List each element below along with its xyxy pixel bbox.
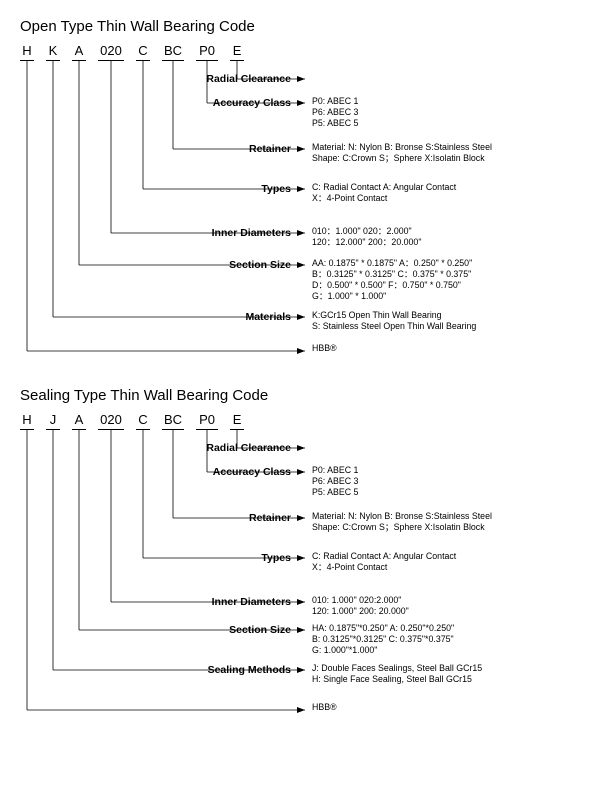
field-label: Sealing Methods	[208, 664, 291, 676]
field-desc: HBB®	[312, 702, 572, 713]
code-seg: C	[136, 412, 150, 430]
field-desc: K:GCr15 Open Thin Wall Bearing S: Stainl…	[312, 310, 572, 332]
field-label: Retainer	[249, 512, 291, 524]
field-label: Types	[261, 183, 291, 195]
field-desc: 010：1.000" 020：2.000" 120：12.000" 200：20…	[312, 226, 572, 248]
field-desc: Material: N: Nylon B: Bronse S:Stainless…	[312, 142, 572, 164]
code-seg: BC	[162, 43, 184, 61]
field-desc: Material: N: Nylon B: Bronse S:Stainless…	[312, 511, 572, 533]
sealing-code-row: HJA 020 C BC P0 E	[20, 412, 580, 430]
code-seg: BC	[162, 412, 184, 430]
code-seg: P0	[196, 43, 218, 61]
field-label: Materials	[245, 311, 291, 323]
field-label: Retainer	[249, 143, 291, 155]
field-label: Accuracy Class	[213, 97, 291, 109]
field-desc: P0: ABEC 1 P6: ABEC 3 P5: ABEC 5	[312, 96, 572, 129]
code-seg: H	[20, 43, 34, 61]
field-label: Inner Diameters	[212, 596, 291, 608]
code-seg: E	[230, 412, 244, 430]
code-seg: K	[46, 43, 60, 61]
code-seg: C	[136, 43, 150, 61]
field-label: Section Size	[229, 624, 291, 636]
field-label: Radial Clearance	[206, 73, 291, 85]
code-seg: 020	[98, 412, 124, 430]
code-seg: E	[230, 43, 244, 61]
field-desc: HBB®	[312, 343, 572, 354]
field-desc: P0: ABEC 1 P6: ABEC 3 P5: ABEC 5	[312, 465, 572, 498]
field-label: Inner Diameters	[212, 227, 291, 239]
code-seg: 020	[98, 43, 124, 61]
code-seg: H	[20, 412, 34, 430]
field-desc: C: Radial Contact A: Angular Contact X：4…	[312, 182, 572, 204]
field-label: Radial Clearance	[206, 442, 291, 454]
sealing-diagram: Sealing Type Thin Wall Bearing Code HJA0…	[20, 387, 580, 720]
open-title: Open Type Thin Wall Bearing Code	[20, 18, 580, 35]
field-desc: C: Radial Contact A: Angular Contact X：4…	[312, 551, 572, 573]
code-seg: A	[72, 412, 86, 430]
field-label: Types	[261, 552, 291, 564]
field-label: Accuracy Class	[213, 466, 291, 478]
code-seg: A	[72, 43, 86, 61]
open-diagram: Open Type Thin Wall Bearing Code HKA 020 C…	[20, 18, 580, 361]
sealing-title: Sealing Type Thin Wall Bearing Code	[20, 387, 580, 404]
code-seg: P0	[196, 412, 218, 430]
field-desc: 010: 1.000" 020:2.000" 120: 1.000" 200: …	[312, 595, 572, 617]
open-lines: Radial Clearance Accuracy Class P0: ABEC 1…	[20, 61, 580, 361]
open-code-row: HKA 020 C BC P0 E	[20, 43, 580, 61]
field-desc: AA: 0.1875" * 0.1875" A：0.250" * 0.250" …	[312, 258, 572, 302]
field-desc: J: Double Faces Sealings, Steel Ball GCr…	[312, 663, 572, 685]
field-label: Section Size	[229, 259, 291, 271]
field-desc: HA: 0.1875"*0.250" A: 0.250"*0.250" B: 0…	[312, 623, 572, 656]
sealing-lines: Radial Clearance Accuracy Class P0: ABEC 1…	[20, 430, 580, 720]
code-seg: J	[46, 412, 60, 430]
